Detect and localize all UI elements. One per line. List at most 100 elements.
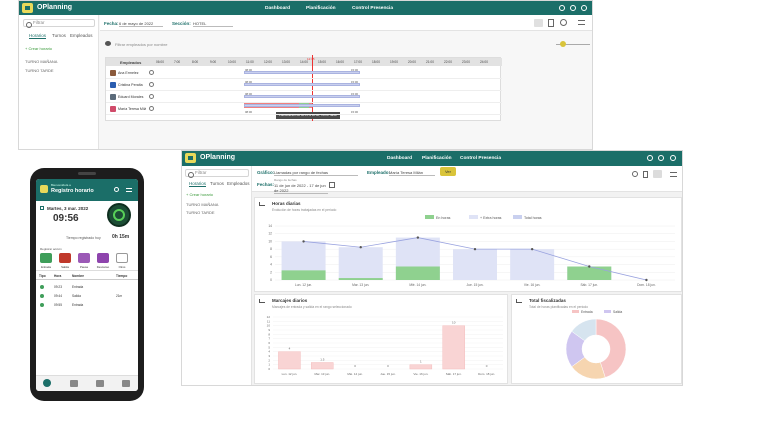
- clock-icon[interactable]: [70, 380, 78, 387]
- nav-dashboard[interactable]: Dashboard: [387, 156, 413, 161]
- seccion-select[interactable]: HOTEL: [193, 21, 233, 27]
- nav-control-presencia[interactable]: Control Presencia: [352, 6, 394, 11]
- shift-bar[interactable]: [244, 71, 360, 74]
- search-input[interactable]: Filtrar: [23, 19, 95, 28]
- y-tick-label: 11: [267, 319, 270, 323]
- y-tick-label: 12: [267, 315, 271, 319]
- hour-label: 23:00: [462, 60, 470, 64]
- filter-input[interactable]: Filtrar empleados por nombre: [115, 42, 168, 47]
- gear-icon[interactable]: [560, 19, 567, 26]
- action-button[interactable]: [40, 253, 52, 263]
- user-icon[interactable]: [43, 379, 51, 387]
- employee-name: Cristina Peralta: [118, 83, 143, 87]
- zoom-slider-handle[interactable]: [560, 41, 566, 47]
- list-item[interactable]: TURNO TARDE: [25, 68, 54, 73]
- tab-turnos[interactable]: Turnos: [210, 181, 224, 186]
- bar-en-horas: [338, 278, 383, 280]
- legend-swatch: [513, 215, 522, 219]
- tab-horarios[interactable]: Horarios: [29, 33, 47, 39]
- employee-row[interactable]: Eduard Morales 08:00 15:00: [106, 91, 502, 103]
- tab-empleados[interactable]: Empleados: [227, 181, 250, 186]
- tab-empleados[interactable]: Empleados: [70, 33, 93, 38]
- user-icon[interactable]: [581, 5, 587, 11]
- bell-icon[interactable]: [114, 187, 119, 192]
- bar: [409, 364, 433, 370]
- action-button[interactable]: [116, 253, 128, 263]
- employee-row[interactable]: María Teresa Milán 08:00 15:00: [106, 103, 502, 115]
- horas-title: Horas diarias: [272, 201, 301, 206]
- data-label: 1.5: [320, 358, 325, 362]
- tab-turnos[interactable]: Turnos: [52, 33, 66, 38]
- line-point: [645, 278, 648, 282]
- list-item[interactable]: TURNO MAÑANA: [25, 59, 58, 64]
- wrench-icon[interactable]: [559, 5, 565, 11]
- bar: [278, 351, 301, 370]
- tab-horarios[interactable]: Horarios: [189, 181, 207, 187]
- menu-icon[interactable]: [578, 20, 585, 25]
- shift-bar[interactable]: [244, 104, 360, 107]
- calendar-icon[interactable]: [329, 182, 335, 188]
- fecha-field[interactable]: 6 de mayo de 2022: [119, 21, 163, 27]
- grafico-select[interactable]: Llamadas por rango de fechas: [274, 170, 358, 176]
- crear-horario-link[interactable]: + Crear horario: [186, 192, 214, 197]
- employee-row[interactable]: Cristina Peralta 08:00 15:00: [106, 79, 502, 91]
- y-tick-label: 10: [267, 324, 271, 328]
- data-label: 10: [452, 321, 456, 325]
- bell-icon[interactable]: [570, 5, 576, 11]
- bar-en-horas: [395, 266, 440, 280]
- avatar: [110, 94, 116, 100]
- calendar-icon[interactable]: [96, 380, 104, 387]
- y-tick-label: 2: [270, 270, 272, 274]
- bell-icon[interactable]: [658, 155, 664, 161]
- bar: [442, 325, 465, 370]
- chart-view-icon[interactable]: [653, 170, 662, 178]
- x-tick-label: Mar. 13 jun.: [352, 283, 369, 287]
- document-icon[interactable]: [548, 19, 554, 27]
- action-button[interactable]: [59, 253, 71, 263]
- list-item[interactable]: TURNO TARDE: [186, 210, 215, 215]
- shift-bar[interactable]: [244, 95, 360, 98]
- document-icon[interactable]: [643, 171, 648, 178]
- menu-icon[interactable]: [126, 188, 132, 192]
- search-input[interactable]: Filtrar: [185, 169, 249, 178]
- legend-swatch: [469, 215, 478, 219]
- action-button[interactable]: [97, 253, 109, 263]
- ver-button[interactable]: Ver: [440, 167, 456, 176]
- logo-icon: [40, 185, 48, 193]
- column-header: Tipo: [39, 274, 46, 278]
- logo-icon: [22, 3, 33, 13]
- zoom-slider[interactable]: [556, 44, 590, 45]
- refresh-icon[interactable]: [534, 19, 543, 27]
- x-tick-label: Dom. 18 jun.: [637, 283, 656, 287]
- line-point: [530, 247, 534, 251]
- wrench-icon[interactable]: [647, 155, 653, 161]
- user-icon[interactable]: [670, 155, 676, 161]
- x-tick-label: Mar. 13 jun.: [314, 372, 330, 376]
- menu-icon[interactable]: [670, 172, 677, 177]
- now-marker: 12:15: [307, 57, 315, 61]
- legend-label: Entrada: [581, 310, 593, 314]
- shift-end: 15:00: [351, 68, 358, 72]
- shift-end: 15:00: [351, 80, 358, 84]
- hour-label: 13:00: [282, 60, 290, 64]
- nav-planificacion[interactable]: Planificación: [422, 156, 452, 161]
- y-tick-label: 0: [270, 278, 272, 282]
- fechas-field[interactable]: 11 de jun de 2022 - 17 de jun de 2022: [274, 183, 328, 194]
- refresh-icon[interactable]: [632, 171, 638, 177]
- x-tick-label: Mié. 14 jun.: [347, 372, 363, 376]
- y-tick-label: 6: [270, 255, 272, 259]
- nav-dashboard[interactable]: Dashboard: [265, 6, 291, 11]
- clock-icon: [149, 70, 154, 75]
- list-item[interactable]: TURNO MAÑANA: [186, 202, 219, 207]
- clock-button[interactable]: [107, 203, 131, 227]
- hour-label: 8:00: [192, 60, 199, 64]
- employee-row[interactable]: Ana Ermelez 08:00 15:00: [106, 67, 502, 79]
- nav-planificacion[interactable]: Planificación: [306, 6, 336, 11]
- settings-icon[interactable]: [122, 380, 130, 387]
- action-button[interactable]: [78, 253, 90, 263]
- shift-bar[interactable]: [244, 83, 360, 86]
- crear-horario-link[interactable]: + Crear horario: [25, 46, 53, 51]
- empleado-select[interactable]: María Teresa Milán: [389, 170, 435, 176]
- nav-control-presencia[interactable]: Control Presencia: [460, 156, 502, 161]
- chart-icon: [259, 299, 265, 303]
